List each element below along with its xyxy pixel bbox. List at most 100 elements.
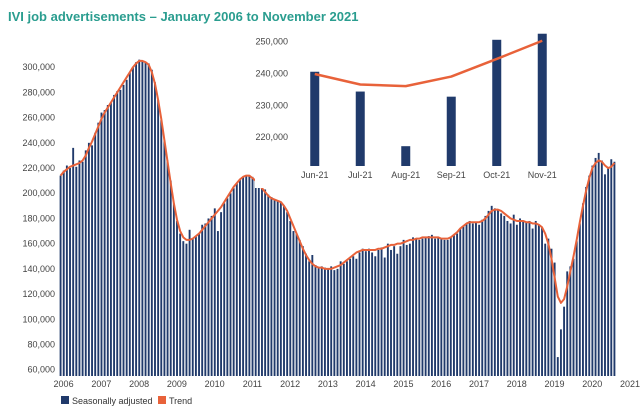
- bar: [430, 234, 433, 376]
- bar: [276, 200, 279, 376]
- bar: [456, 233, 459, 376]
- bar: [471, 223, 474, 376]
- bar: [519, 218, 521, 376]
- bar: [301, 246, 304, 376]
- bar: [525, 222, 528, 376]
- bar: [157, 99, 160, 376]
- x-tick-label: 2009: [167, 379, 187, 389]
- inset-x-tick-label: Jun-21: [301, 170, 329, 180]
- bar: [166, 160, 169, 376]
- bar: [553, 262, 556, 376]
- bar: [484, 215, 487, 376]
- bar: [81, 161, 84, 376]
- bar: [182, 241, 185, 376]
- legend: Seasonally adjusted Trend: [61, 396, 192, 406]
- bar: [330, 266, 333, 376]
- bar: [544, 243, 547, 376]
- bar: [437, 237, 440, 376]
- legend-label-trend: Trend: [169, 396, 192, 406]
- bar: [465, 223, 468, 376]
- bar: [481, 219, 484, 376]
- bar: [109, 102, 112, 376]
- bar: [113, 94, 116, 376]
- y-tick-label: 200,000: [22, 188, 55, 198]
- bar: [578, 223, 581, 376]
- bar: [264, 189, 267, 376]
- bar: [383, 257, 386, 376]
- bar: [427, 236, 430, 376]
- bar: [267, 194, 270, 376]
- y-tick-label: 60,000: [27, 365, 55, 375]
- x-tick-label: 2011: [243, 379, 262, 389]
- y-tick-label: 180,000: [22, 213, 55, 223]
- bar: [534, 220, 537, 376]
- bar: [261, 181, 263, 376]
- bar: [582, 203, 584, 376]
- bar: [468, 220, 471, 376]
- bar: [336, 268, 339, 376]
- y-tick-label: 280,000: [22, 87, 55, 97]
- bar: [613, 161, 616, 376]
- bar: [386, 243, 389, 376]
- bar: [600, 160, 603, 376]
- bar: [317, 267, 320, 376]
- bar: [248, 175, 251, 376]
- bar: [487, 210, 490, 376]
- bar: [270, 197, 273, 376]
- bar: [229, 193, 232, 376]
- inset-bar: [310, 71, 320, 166]
- bar: [245, 175, 248, 376]
- bar: [418, 239, 421, 376]
- bar: [390, 249, 392, 376]
- inset-bar: [401, 146, 411, 166]
- bar: [132, 67, 134, 377]
- bar: [286, 212, 289, 376]
- bar: [232, 188, 235, 376]
- bar: [279, 202, 282, 376]
- bar: [298, 239, 301, 376]
- bar: [342, 263, 345, 376]
- inset-x-tick-label: Sep-21: [437, 170, 466, 180]
- bar: [604, 174, 606, 376]
- bar: [475, 222, 477, 376]
- bar: [506, 220, 509, 376]
- bar: [547, 238, 550, 376]
- bar: [380, 247, 383, 376]
- inset-y-tick-label: 230,000: [255, 100, 288, 110]
- inset-y-tick-label: 220,000: [255, 132, 288, 142]
- bar: [216, 231, 219, 376]
- bar: [210, 215, 213, 376]
- bar: [358, 252, 361, 376]
- bar: [490, 205, 493, 376]
- y-tick-label: 100,000: [22, 314, 55, 324]
- bar: [597, 152, 600, 376]
- legend-swatch-seasonally-adjusted: [61, 396, 69, 404]
- bar: [78, 160, 81, 376]
- bar: [355, 258, 358, 376]
- y-tick-label: 220,000: [22, 163, 55, 173]
- bar: [346, 261, 348, 376]
- bar: [352, 256, 355, 376]
- y-tick-label: 260,000: [22, 113, 55, 123]
- bar: [292, 231, 295, 376]
- inset-plot: 220,000 230,000 240,000 250,000 Jun-21 Jul-2…: [255, 28, 573, 188]
- bar: [223, 203, 226, 376]
- x-tick-label: 2014: [356, 379, 376, 389]
- bar: [399, 246, 402, 376]
- inset-trend-line: [314, 39, 543, 88]
- x-tick-label: 2017: [469, 379, 489, 389]
- bar: [493, 208, 496, 376]
- bar: [415, 238, 418, 376]
- bar: [528, 220, 531, 376]
- inset-y-tick-label: 250,000: [255, 36, 288, 46]
- bar: [239, 179, 241, 376]
- bar: [449, 237, 452, 376]
- bar: [201, 224, 204, 376]
- main-trend-line: [59, 59, 616, 304]
- y-tick-label: 240,000: [22, 138, 55, 148]
- bar: [226, 198, 229, 376]
- bar: [125, 79, 128, 376]
- bar: [374, 256, 377, 376]
- bar: [251, 176, 254, 376]
- bar: [412, 237, 414, 376]
